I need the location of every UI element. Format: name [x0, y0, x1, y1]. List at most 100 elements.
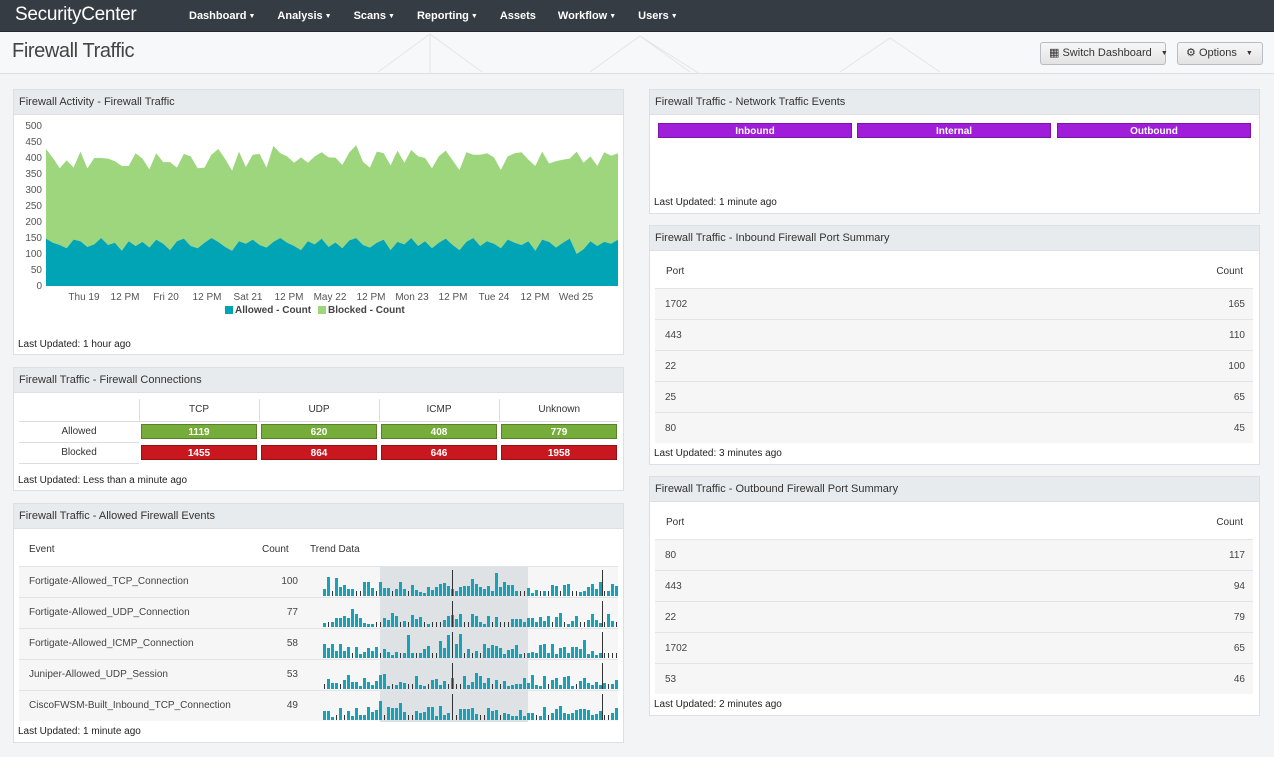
trend-tick: [608, 715, 609, 720]
inbound-button[interactable]: Inbound: [658, 123, 852, 138]
trend-tick: [468, 622, 469, 627]
blocked-icmp-cell[interactable]: 646: [379, 442, 499, 463]
trend-bar: [551, 713, 554, 720]
trend-bar: [595, 714, 598, 720]
trend-tick: [616, 653, 617, 658]
trend-tick: [504, 622, 505, 627]
internal-button[interactable]: Internal: [857, 123, 1051, 138]
port-value: 80: [665, 550, 677, 561]
table-row[interactable]: 25 65: [655, 381, 1253, 412]
table-row[interactable]: CiscoFWSM-Built_Inbound_TCP_Connection 4…: [19, 690, 618, 722]
allowed-udp-cell[interactable]: 620: [259, 421, 379, 442]
trend-bar: [399, 582, 402, 596]
table-row[interactable]: 53 46: [655, 663, 1253, 694]
trend-tick: [460, 684, 461, 689]
nav-reporting[interactable]: Reporting ▼: [406, 0, 489, 32]
event-name: Fortigate-Allowed_ICMP_Connection: [29, 638, 194, 649]
table-row[interactable]: 1702 165: [655, 288, 1253, 319]
trend-bar: [475, 616, 478, 627]
trend-bar: [503, 582, 506, 596]
trend-tick: [356, 591, 357, 596]
trend-bar: [363, 715, 366, 720]
caret-down-icon: ▼: [324, 13, 332, 20]
allowed-unknown-cell[interactable]: 779: [499, 421, 619, 442]
port-count: 110: [1229, 330, 1245, 341]
trend-tick: [340, 684, 341, 689]
trend-bar: [471, 682, 474, 689]
trend-bar: [403, 683, 406, 689]
app-logo[interactable]: SecurityCenter: [15, 4, 137, 25]
trend-bar: [331, 644, 334, 658]
trend-bar: [447, 635, 450, 658]
nav-users[interactable]: Users ▼: [627, 0, 689, 32]
table-row[interactable]: 443 110: [655, 319, 1253, 350]
trend-bar: [539, 716, 542, 720]
nav-assets[interactable]: Assets: [489, 0, 547, 32]
trend-tick: [380, 653, 381, 658]
blocked-unknown-cell[interactable]: 1958: [499, 442, 619, 463]
allowed-tcp-cell[interactable]: 1119: [139, 421, 259, 442]
trend-bar: [355, 708, 358, 720]
table-row[interactable]: 22 100: [655, 350, 1253, 381]
trend-bar: [367, 707, 370, 720]
trend-bar: [411, 653, 414, 658]
trend-bar: [579, 649, 582, 658]
trend-marker: [602, 601, 603, 627]
table-row[interactable]: Fortigate-Allowed_TCP_Connection 100: [19, 566, 618, 598]
y-tick-label: 150: [25, 233, 42, 244]
trend-bar: [359, 618, 362, 627]
trend-bar: [555, 586, 558, 596]
trend-tick: [436, 622, 437, 627]
table-row[interactable]: Juniper-Allowed_UDP_Session 53: [19, 659, 618, 691]
nav-scans[interactable]: Scans ▼: [343, 0, 406, 32]
y-tick-label: 300: [25, 185, 42, 196]
trend-tick: [604, 622, 605, 627]
table-row[interactable]: Fortigate-Allowed_UDP_Connection 77: [19, 597, 618, 629]
blocked-tcp-cell[interactable]: 1455: [139, 442, 259, 463]
trend-bar: [387, 686, 390, 689]
trend-bar: [487, 708, 490, 720]
trend-bar: [567, 714, 570, 720]
table-row[interactable]: 22 79: [655, 601, 1253, 632]
trend-bar: [335, 618, 338, 627]
event-count: 58: [286, 638, 298, 649]
trend-bar: [611, 713, 614, 720]
table-row[interactable]: 1702 65: [655, 632, 1253, 663]
blocked-udp-cell[interactable]: 864: [259, 442, 379, 463]
last-updated: Last Updated: Less than a minute ago: [18, 475, 188, 486]
firewall-activity-panel: Firewall Activity - Firewall Traffic 0 50…: [13, 89, 624, 355]
blocked-row: Blocked 1455 864 646 1958: [19, 442, 619, 464]
nav-analysis-label: Analysis: [277, 10, 323, 22]
nav-workflow[interactable]: Workflow ▼: [547, 0, 627, 32]
table-row[interactable]: Fortigate-Allowed_ICMP_Connection 58: [19, 628, 618, 660]
trend-bar: [543, 676, 546, 689]
trend-bar: [427, 587, 430, 596]
table-row[interactable]: 80 117: [655, 539, 1253, 570]
options-button[interactable]: ⚙ Options ▼: [1177, 42, 1263, 65]
trend-tick: [508, 622, 509, 627]
trend-bar: [443, 620, 446, 627]
trend-bar: [383, 588, 386, 596]
trend-tick: [416, 653, 417, 658]
trend-bar: [371, 588, 374, 596]
allowed-icmp-cell[interactable]: 408: [379, 421, 499, 442]
trend-tick: [520, 591, 521, 596]
trend-bar: [567, 653, 570, 658]
trend-bar: [547, 616, 550, 627]
trend-bar: [467, 685, 470, 689]
connections-header-row: TCP UDP ICMP Unknown: [19, 399, 619, 422]
trend-bar: [403, 621, 406, 627]
nav-analysis[interactable]: Analysis ▼: [266, 0, 342, 32]
trend-tick: [412, 715, 413, 720]
trend-bar: [371, 651, 374, 658]
nav-dashboard[interactable]: Dashboard ▼: [178, 0, 266, 32]
outbound-button[interactable]: Outbound: [1057, 123, 1251, 138]
trend-bar: [571, 621, 574, 627]
trend-marker: [452, 570, 453, 596]
table-row[interactable]: 80 45: [655, 412, 1253, 443]
switch-dashboard-button[interactable]: ▦ Switch Dashboard ▼: [1040, 42, 1168, 65]
trend-bar: [331, 622, 334, 627]
x-tick-label: 12 PM: [193, 292, 222, 303]
port-value: 1702: [665, 299, 688, 310]
table-row[interactable]: 443 94: [655, 570, 1253, 601]
